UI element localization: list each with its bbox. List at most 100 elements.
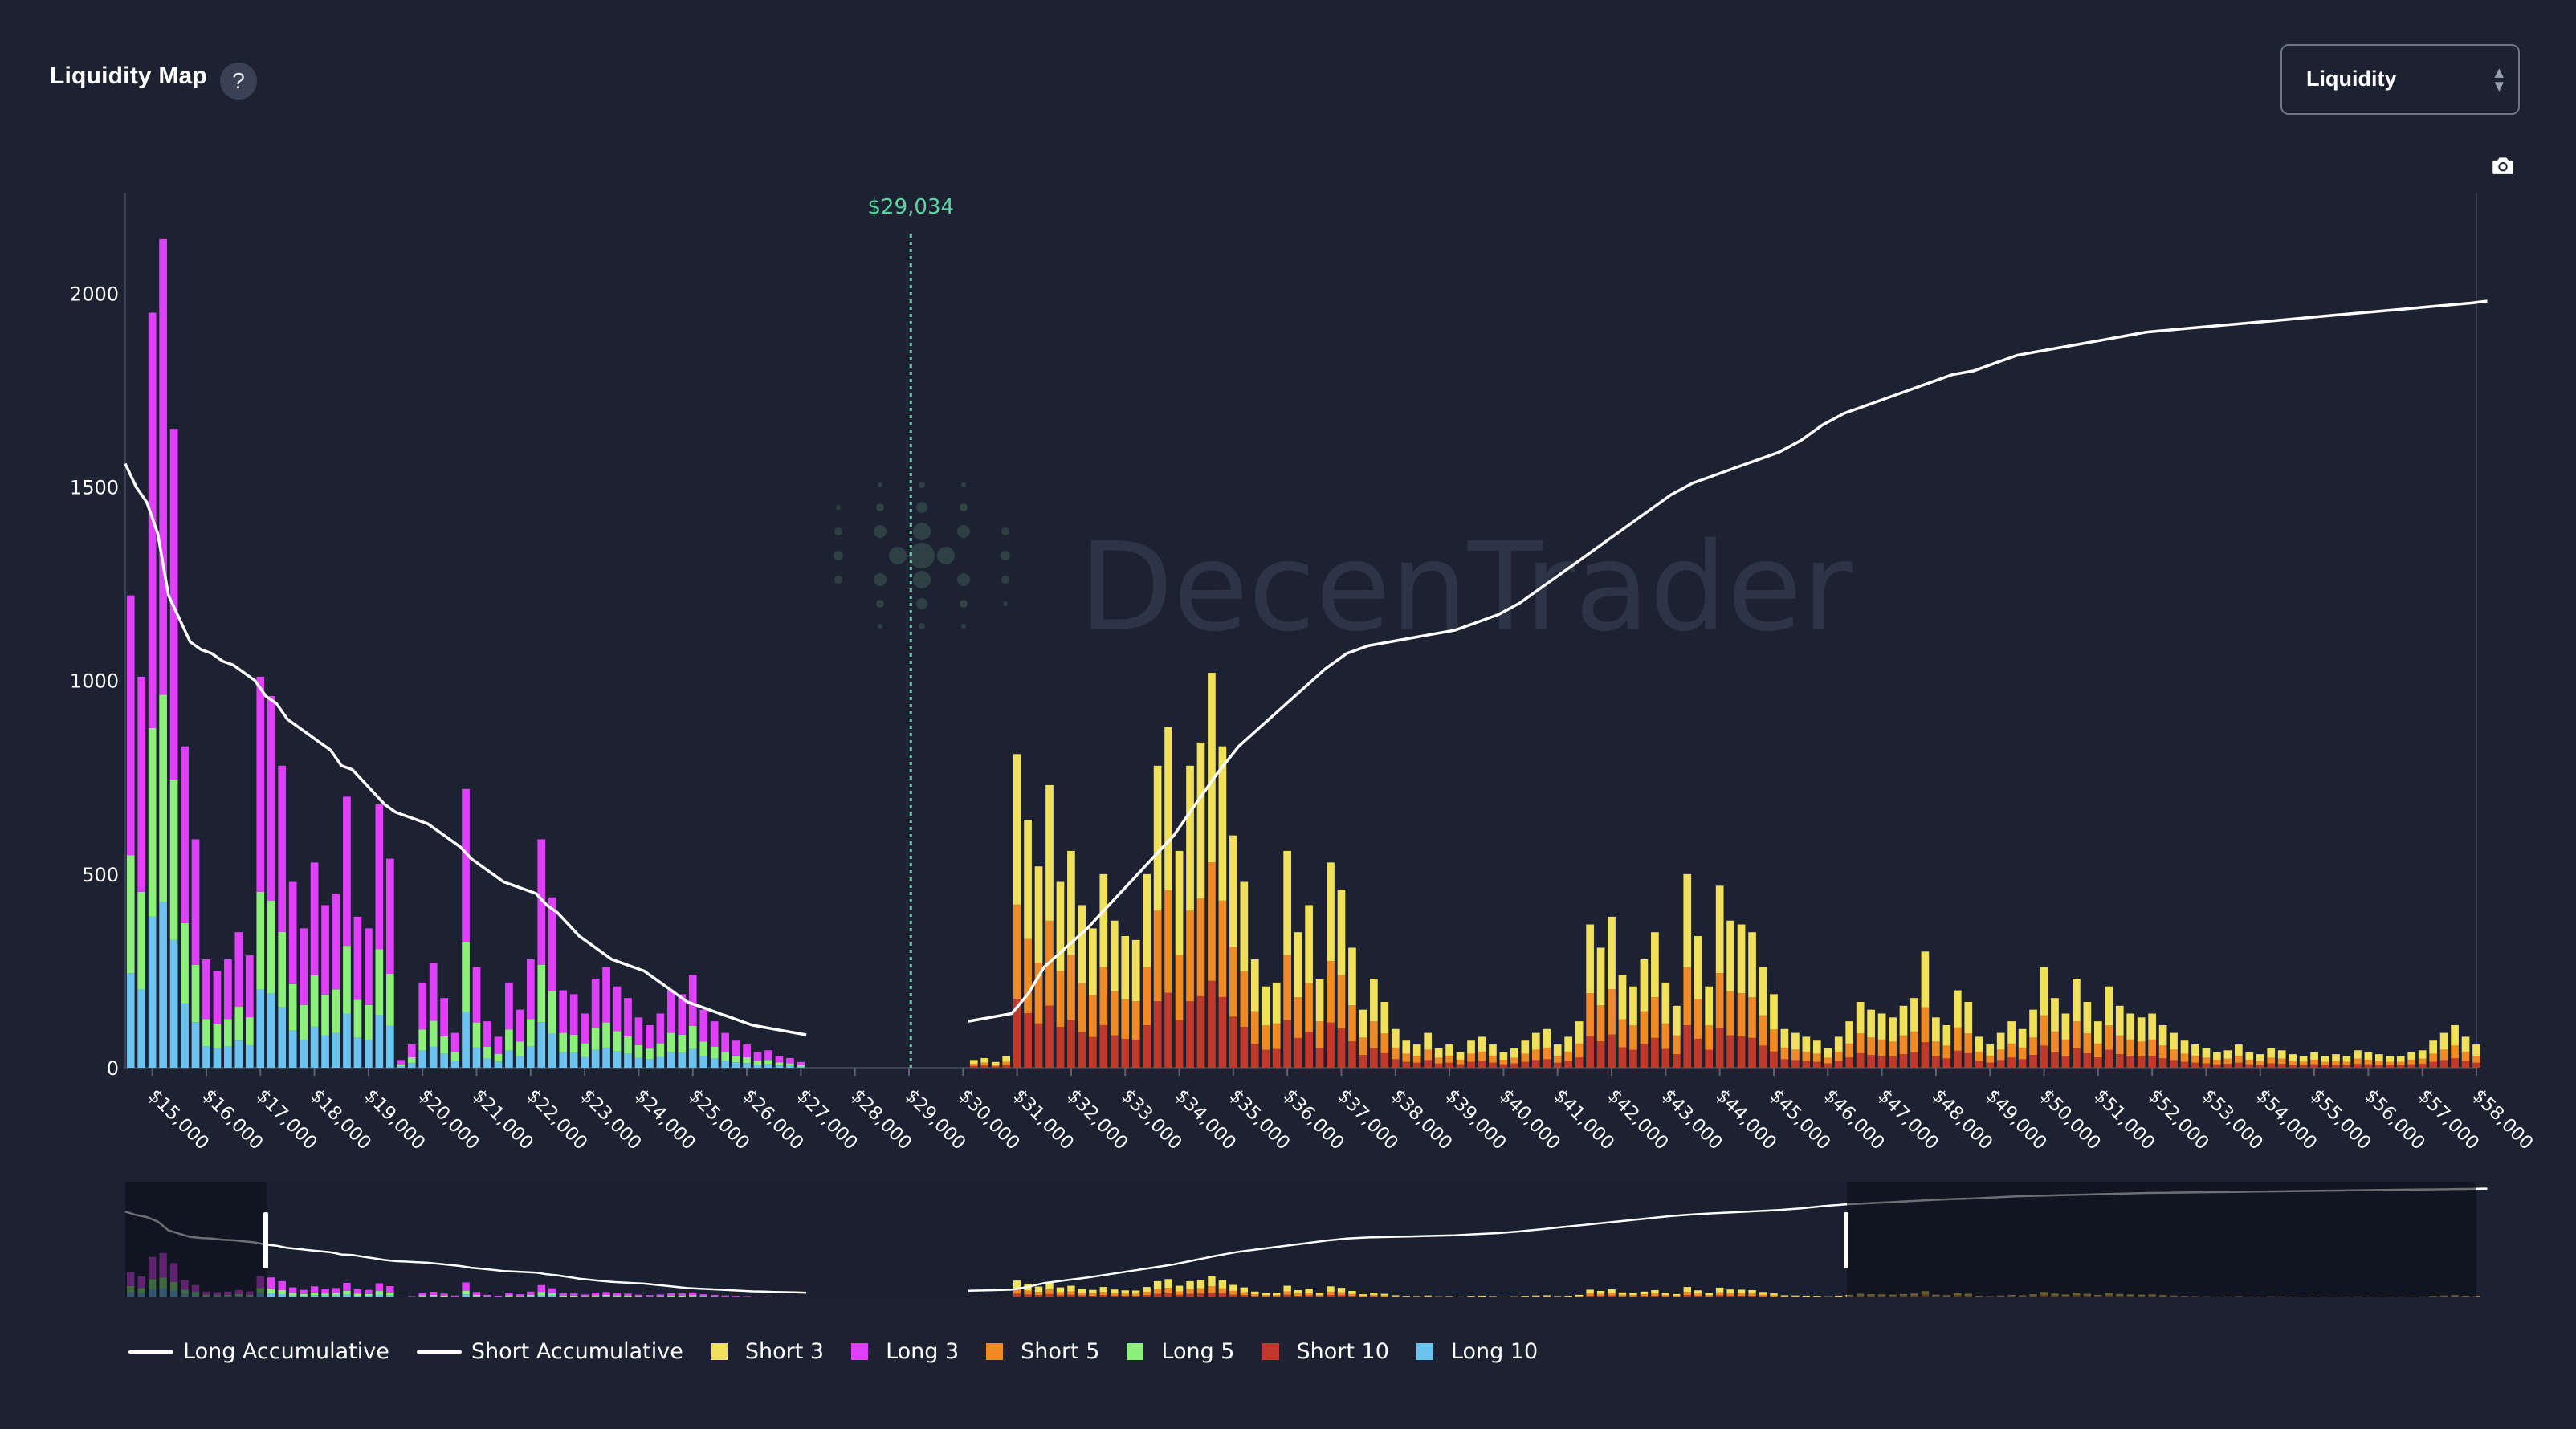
navigator-bar (613, 1293, 622, 1296)
short-bar (1056, 971, 1065, 1028)
short-bar (1196, 742, 1205, 899)
short-bar (1002, 1056, 1011, 1062)
navigator-bar (1413, 1296, 1421, 1297)
long-bar (440, 1053, 448, 1068)
navigator-bar (1229, 1290, 1237, 1295)
navigator-bar (581, 1296, 589, 1297)
short-bar (1056, 881, 1065, 971)
short-bar (1845, 1021, 1854, 1044)
navigator-bar (386, 1292, 394, 1296)
short-bar (1305, 905, 1313, 983)
long-bar (267, 900, 275, 994)
short-bar (1294, 932, 1302, 998)
navigator-bar (1196, 1293, 1205, 1297)
legend-short-3[interactable]: Short 3 (710, 1339, 824, 1364)
long-bar (159, 902, 167, 1068)
short-bar (1651, 997, 1659, 1038)
navigator-bar (1759, 1292, 1767, 1295)
navigator-bar (1143, 1292, 1151, 1296)
long-bar (310, 975, 319, 1027)
navigator-bar (1673, 1295, 1681, 1297)
short-bar (1305, 983, 1313, 1032)
short-bar (2364, 1064, 2373, 1068)
short-bar (1889, 1017, 1897, 1042)
short-bar (1834, 1061, 1843, 1068)
legend-long-accumulative[interactable]: Long Accumulative (128, 1339, 389, 1364)
short-bar (2158, 1045, 2167, 1059)
long-bar (764, 1050, 772, 1061)
short-bar (1651, 932, 1659, 998)
navigator-bar (1024, 1290, 1032, 1295)
navigator-bar (505, 1295, 513, 1297)
navigator-bar (1034, 1295, 1043, 1297)
long-bar (148, 727, 157, 917)
short-bar (1164, 890, 1172, 993)
short-bar (1618, 975, 1627, 1020)
short-bar (2386, 1065, 2395, 1068)
navigator-bar (1294, 1293, 1302, 1297)
short-bar (1402, 1053, 1411, 1062)
short-bar (1121, 936, 1130, 999)
long-bar (559, 1052, 568, 1068)
navigator-bar (1099, 1295, 1108, 1297)
short-bar (1553, 1055, 1562, 1063)
short-bar (1067, 955, 1075, 1020)
legend-short-accumulative[interactable]: Short Accumulative (416, 1339, 683, 1364)
short-bar (1996, 1060, 2005, 1068)
metric-select[interactable]: Liquidity ▲ ▼ (2280, 44, 2520, 115)
short-bar (2429, 1053, 2437, 1062)
long-bar (678, 1052, 687, 1068)
long-bar (310, 1026, 319, 1068)
short-bar (1143, 1024, 1151, 1068)
navigator-bar (1694, 1293, 1702, 1297)
long-bar (526, 1045, 535, 1068)
navigator-bar (321, 1293, 329, 1296)
legend-long-3[interactable]: Long 3 (851, 1339, 959, 1364)
short-bar (1045, 1005, 1054, 1068)
navigator-handle-right[interactable] (1844, 1212, 1848, 1268)
navigator-bar (1143, 1295, 1151, 1297)
short-bar (1596, 1041, 1605, 1068)
navigator-bar (721, 1295, 729, 1297)
long-bar (483, 1058, 491, 1068)
short-bar (2083, 1002, 2092, 1034)
short-bar (1759, 1015, 1767, 1046)
question-mark-icon[interactable]: ? (220, 63, 257, 100)
navigator-bar (343, 1282, 351, 1291)
navigator-bar (1348, 1291, 1356, 1294)
navigator-bar (1283, 1294, 1291, 1297)
long-bar (526, 1019, 535, 1046)
navigator-bar (1596, 1291, 1605, 1294)
navigator-handle-left[interactable] (263, 1212, 268, 1268)
short-bar (1899, 1035, 1908, 1055)
camera-icon[interactable] (2489, 153, 2517, 180)
short-bar (1143, 967, 1151, 1025)
navigator-bar (300, 1289, 308, 1294)
short-bar (1348, 1041, 1356, 1068)
long-bar (505, 1050, 513, 1068)
short-bar (1867, 1037, 1875, 1056)
short-bar (1921, 951, 1930, 1008)
navigator-bar (1034, 1292, 1043, 1296)
short-bar (2354, 1058, 2362, 1065)
long-bar (191, 1022, 200, 1068)
long-bar (418, 1029, 427, 1051)
legend-short-5[interactable]: Short 5 (986, 1339, 1099, 1364)
short-bar (1845, 1043, 1854, 1058)
navigator-bar (569, 1293, 578, 1296)
legend-long-10[interactable]: Long 10 (1416, 1339, 1538, 1364)
long-bar (191, 839, 200, 965)
long-bar (537, 839, 546, 965)
short-bar (2170, 1060, 2178, 1068)
legend-short-10[interactable]: Short 10 (1262, 1339, 1389, 1364)
short-bar (1434, 1063, 1443, 1068)
short-bar (1715, 973, 1724, 1028)
short-bar (1208, 862, 1216, 981)
legend-long-5[interactable]: Long 5 (1127, 1339, 1235, 1364)
short-bar (1467, 1053, 1475, 1062)
short-bar (1791, 1060, 1800, 1068)
navigator-bar (300, 1296, 308, 1297)
navigator-bar (602, 1294, 610, 1297)
long-bar (483, 1021, 491, 1047)
long-bar (569, 994, 578, 1035)
